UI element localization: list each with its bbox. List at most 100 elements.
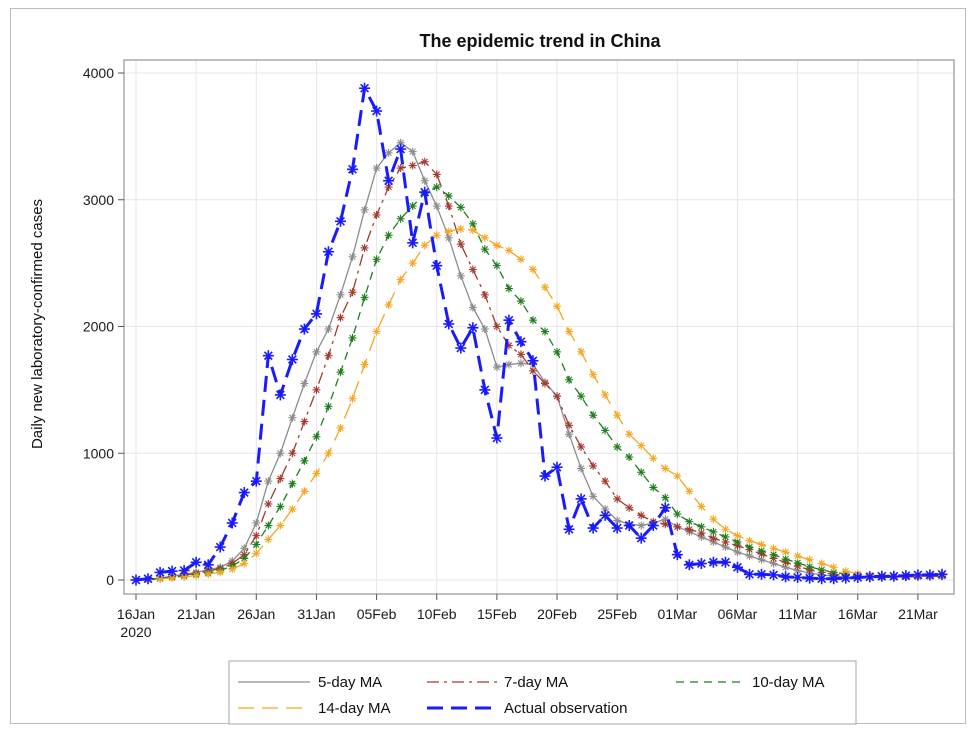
data-point: [264, 477, 273, 486]
data-point: [300, 487, 309, 496]
data-point: [480, 233, 489, 242]
data-point: [359, 82, 371, 94]
data-point: [876, 570, 888, 582]
data-point: [659, 502, 671, 514]
axes: 0 1000 2000 3000 4000 16Jan 2020 21Jan 26Jan 31Ja…: [83, 59, 955, 640]
data-point: [780, 571, 792, 583]
data-point: [840, 572, 852, 584]
y-tick-label: 2000: [83, 319, 114, 335]
x-tick-label: 20Feb: [537, 606, 577, 622]
data-point: [733, 537, 742, 546]
data-point: [553, 347, 562, 356]
data-point: [805, 555, 814, 564]
data-point: [816, 573, 828, 585]
data-point: [335, 215, 346, 227]
data-point: [372, 255, 381, 264]
data-point: [396, 214, 405, 223]
data-point: [661, 493, 670, 502]
data-point: [577, 347, 586, 356]
data-point: [551, 461, 563, 473]
legend-label: Actual observation: [504, 700, 627, 717]
data-point: [479, 384, 491, 396]
y-tick-label: 4000: [83, 65, 114, 81]
data-point: [274, 389, 286, 401]
data-point: [264, 521, 273, 530]
data-point: [553, 392, 562, 401]
data-point: [793, 551, 802, 560]
data-point: [649, 454, 658, 463]
data-point: [276, 502, 285, 511]
data-point: [792, 571, 804, 583]
data-point: [288, 413, 297, 422]
data-point: [516, 297, 525, 306]
data-point: [312, 432, 321, 441]
data-point: [793, 558, 802, 567]
legend-box: [228, 660, 857, 725]
chart-title: The epidemic trend in China: [419, 31, 661, 51]
x-tick-label: 21Jan: [177, 606, 215, 622]
legend-item: 5-day MA: [238, 674, 382, 691]
data-point: [264, 535, 273, 544]
data-point: [829, 563, 838, 572]
data-point: [348, 288, 357, 297]
data-point: [601, 426, 610, 435]
data-point: [589, 461, 598, 470]
data-point: [613, 442, 622, 451]
x-tick-label: 11Mar: [778, 606, 817, 622]
series-actual-observation: [130, 82, 948, 586]
y-axis-title: Daily new laboratory-confirmed cases: [29, 199, 46, 449]
data-point: [912, 569, 924, 581]
legend-item: 10-day MA: [676, 674, 825, 691]
data-point: [575, 493, 587, 505]
data-point: [348, 394, 357, 403]
data-point: [456, 240, 465, 249]
data-point: [252, 549, 261, 558]
data-point: [324, 449, 333, 458]
data-point: [214, 541, 226, 553]
data-point: [432, 202, 441, 211]
data-point: [637, 468, 646, 477]
x-tick-label: 16Mar: [838, 606, 878, 622]
data-point: [468, 265, 477, 274]
data-point: [178, 564, 190, 576]
data-point: [262, 350, 274, 362]
data-point: [673, 522, 682, 531]
data-point: [408, 259, 417, 268]
data-point: [372, 164, 381, 173]
data-point: [649, 483, 658, 492]
data-point: [623, 519, 635, 531]
data-point: [637, 441, 646, 450]
legend-label: 14-day MA: [318, 700, 391, 717]
data-point: [721, 525, 730, 534]
legend-label: 7-day MA: [504, 674, 568, 691]
data-point: [204, 570, 213, 579]
data-point: [491, 432, 503, 444]
data-point: [444, 191, 453, 200]
data-point: [888, 570, 900, 582]
data-point: [324, 325, 333, 334]
data-point: [516, 255, 525, 264]
data-point: [360, 205, 369, 214]
x-tick-label: 26Jan: [237, 606, 275, 622]
data-point: [444, 227, 453, 236]
data-point: [503, 314, 515, 326]
x-tick-label: 31Jan: [297, 606, 335, 622]
data-point: [336, 313, 345, 322]
data-point: [408, 147, 417, 156]
data-point: [312, 469, 321, 478]
x-tick-label: 05Feb: [357, 606, 397, 622]
data-point: [360, 293, 369, 302]
data-point: [721, 532, 730, 541]
data-point: [276, 521, 285, 530]
data-point: [637, 511, 646, 520]
y-tick-label: 3000: [83, 192, 114, 208]
data-point: [563, 523, 575, 535]
data-point: [432, 231, 441, 240]
data-point: [384, 231, 393, 240]
data-point: [683, 559, 695, 571]
data-point: [480, 245, 489, 254]
data-point: [456, 203, 465, 212]
data-point: [384, 148, 393, 157]
data-point: [625, 503, 634, 512]
data-point: [504, 246, 513, 255]
